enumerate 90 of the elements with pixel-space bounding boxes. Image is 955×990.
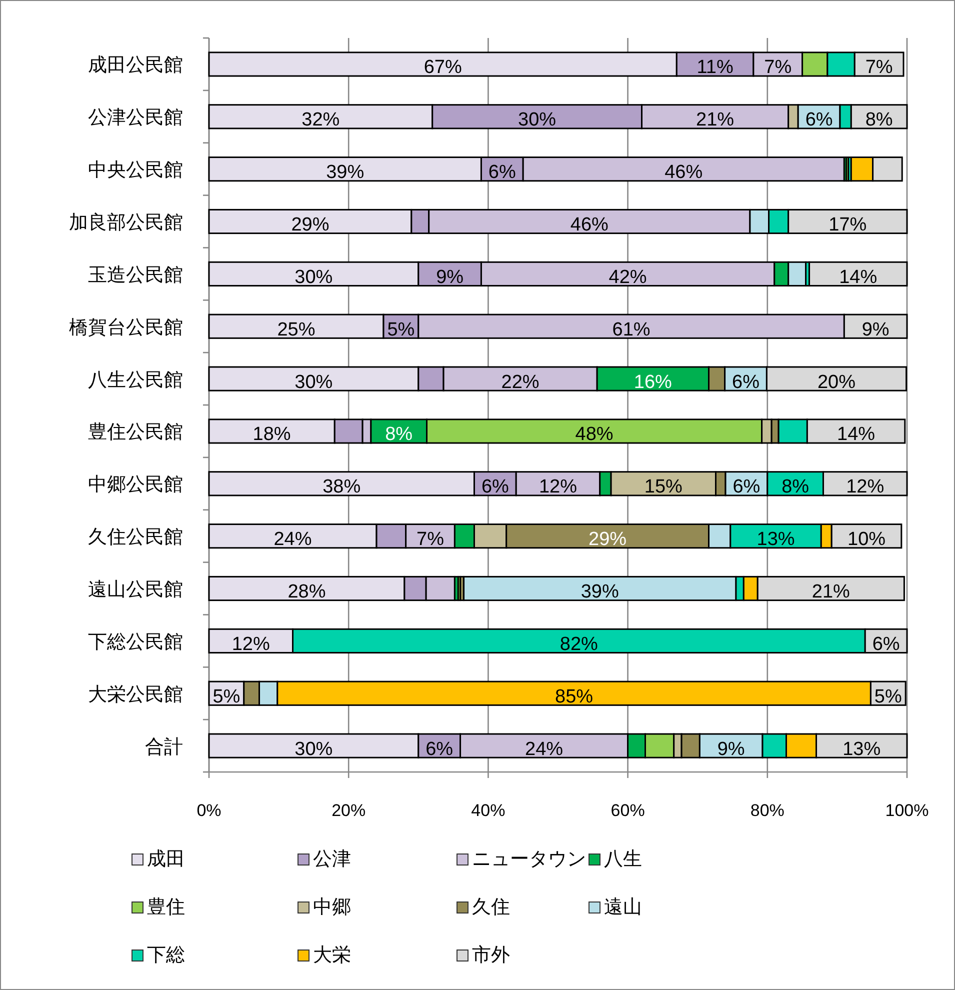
- data-label: 29%: [291, 214, 330, 236]
- data-label: 30%: [294, 266, 333, 288]
- data-label: 8%: [782, 476, 810, 498]
- data-label: 5%: [874, 686, 902, 708]
- data-label: 7%: [764, 57, 792, 78]
- x-tick-label: 60%: [610, 801, 645, 820]
- y-tick-label: 八生公民館: [88, 370, 183, 391]
- data-label: 30%: [294, 372, 333, 393]
- y-tick-label: 久住公民館: [88, 527, 183, 548]
- y-tick-label: 加良部公民館: [69, 212, 183, 234]
- data-label: 7%: [416, 529, 444, 550]
- data-label: 46%: [570, 214, 609, 236]
- data-label: 17%: [828, 214, 867, 236]
- data-label: 82%: [560, 634, 598, 655]
- data-label: 28%: [288, 582, 326, 602]
- legend-label: 大栄: [313, 945, 351, 966]
- data-label: 24%: [525, 738, 564, 760]
- data-label: 13%: [756, 529, 795, 550]
- data-label: 8%: [385, 424, 413, 446]
- y-tick-label: 合計: [145, 736, 183, 758]
- y-tick-label: 橋賀台公民館: [69, 317, 183, 338]
- data-label: 24%: [274, 529, 312, 550]
- data-label: 9%: [717, 738, 745, 760]
- data-label: 46%: [664, 162, 703, 184]
- y-tick-label: 下総公民館: [88, 632, 183, 653]
- data-label: 30%: [294, 738, 333, 760]
- data-label: 9%: [862, 319, 890, 340]
- data-label: 13%: [842, 738, 881, 760]
- y-tick-label: 玉造公民館: [88, 264, 183, 286]
- legend-label: 遠山: [604, 897, 642, 918]
- x-tick-label: 20%: [332, 801, 366, 820]
- data-label: 21%: [812, 582, 850, 602]
- data-label: 6%: [805, 110, 833, 131]
- y-tick-label: 成田公民館: [88, 55, 183, 76]
- data-label: 85%: [555, 686, 594, 708]
- legend-label: 八生: [604, 849, 642, 870]
- bar: [808, 261, 908, 286]
- legend-label: 市外: [472, 944, 510, 966]
- data-label: 8%: [865, 110, 893, 131]
- data-label: 9%: [436, 266, 464, 288]
- data-label: 6%: [481, 476, 510, 498]
- legend-label: 公津: [313, 849, 351, 870]
- data-label: 14%: [839, 266, 878, 288]
- x-tick-label: 80%: [750, 801, 784, 820]
- y-tick-label: 豊住公民館: [88, 422, 183, 444]
- data-label: 16%: [634, 372, 672, 393]
- data-label: 21%: [696, 110, 734, 131]
- data-label: 14%: [837, 424, 876, 446]
- y-tick-label: 公津公民館: [88, 108, 183, 129]
- data-label: 10%: [848, 529, 886, 550]
- legend-label: 豊住: [147, 897, 185, 918]
- data-label: 48%: [575, 424, 614, 446]
- data-label: 18%: [252, 424, 291, 446]
- data-label: 42%: [608, 266, 647, 288]
- y-tick-label: 中郷公民館: [88, 474, 183, 496]
- legend-label: 下総: [147, 945, 185, 966]
- data-label: 12%: [846, 476, 884, 498]
- data-label: 32%: [302, 110, 340, 131]
- data-label: 6%: [426, 738, 454, 760]
- x-tick-label: 100%: [885, 801, 929, 820]
- data-label: 29%: [588, 529, 627, 550]
- y-tick-label: 遠山公民館: [88, 580, 183, 600]
- legend-label: 中郷: [313, 897, 351, 918]
- data-label: 39%: [580, 582, 619, 602]
- data-label: 20%: [817, 372, 856, 393]
- y-tick-label: 大栄公民館: [88, 684, 183, 706]
- legend-label: 久住: [472, 897, 510, 918]
- legend-label: ニュータウン: [472, 849, 586, 870]
- data-label: 5%: [387, 319, 415, 340]
- data-label: 6%: [732, 372, 760, 393]
- data-label: 39%: [326, 162, 364, 184]
- data-label: 6%: [872, 634, 900, 655]
- data-label: 11%: [696, 57, 734, 78]
- x-tick-label: 0%: [196, 801, 222, 820]
- data-label: 6%: [732, 476, 760, 498]
- x-tick-label: 40%: [471, 801, 506, 820]
- data-label: 5%: [212, 686, 240, 708]
- data-label: 22%: [501, 372, 540, 393]
- data-label: 67%: [424, 57, 462, 78]
- data-label: 12%: [232, 634, 270, 655]
- data-label: 38%: [322, 476, 361, 498]
- legend-label: 成田: [147, 849, 185, 870]
- data-label: 15%: [644, 476, 683, 498]
- data-label: 12%: [538, 476, 578, 498]
- data-label: 25%: [277, 319, 316, 340]
- data-label: 7%: [865, 57, 893, 78]
- data-label: 6%: [488, 162, 516, 184]
- data-label: 61%: [612, 319, 650, 340]
- data-label: 30%: [518, 110, 556, 131]
- y-tick-label: 中央公民館: [88, 160, 183, 182]
